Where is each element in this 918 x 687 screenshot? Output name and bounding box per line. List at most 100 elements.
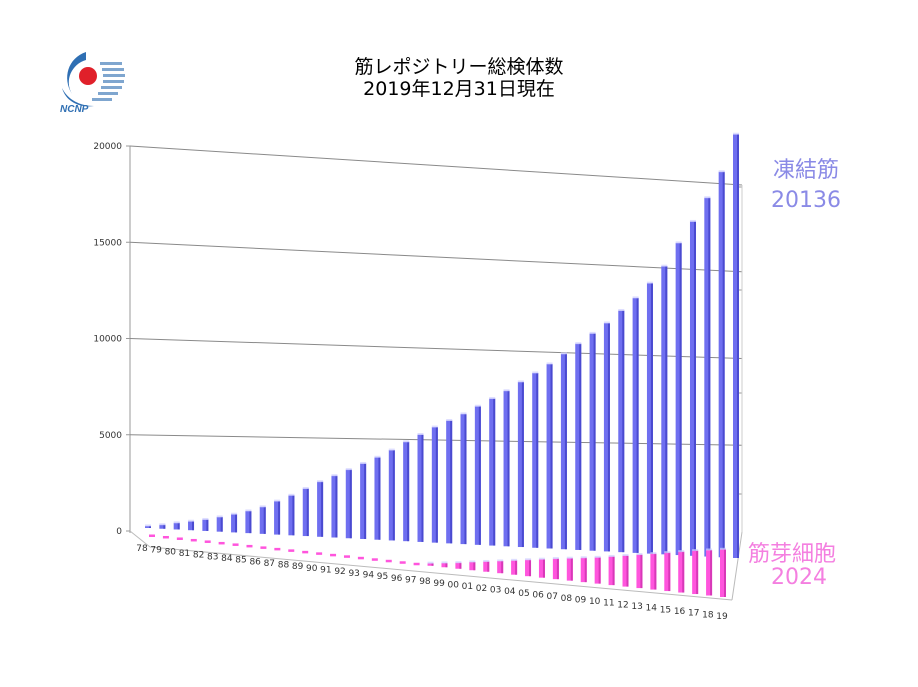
x-tick-label: 96: [391, 574, 403, 584]
bar-face: [259, 506, 266, 534]
bar-top: [374, 455, 381, 458]
ncnp-logo-icon: NCNP: [60, 52, 125, 115]
bar-side: [529, 559, 532, 577]
bar-face: [231, 514, 238, 533]
bar-face: [566, 558, 573, 581]
x-tick-label: 92: [334, 567, 345, 577]
x-tick-label: 88: [278, 561, 290, 571]
series-end-value-frozen-muscle: 20136: [771, 188, 841, 213]
x-tick-label: 10: [589, 597, 601, 607]
bar-top: [603, 321, 610, 324]
bar-face: [622, 555, 629, 587]
bar-side: [220, 516, 223, 532]
bar-side: [724, 549, 726, 597]
bar-face: [511, 560, 518, 575]
bar-83-frozen: [216, 515, 223, 532]
bar-side: [564, 353, 567, 550]
bar-face: [149, 534, 155, 537]
bar-18-frozen: [718, 170, 725, 558]
bar-top: [446, 419, 453, 422]
bar-side: [654, 553, 657, 590]
bar-face: [474, 406, 481, 545]
bar-side: [306, 488, 309, 537]
bar-side: [206, 519, 209, 531]
bar-top: [580, 556, 587, 559]
bar-face: [489, 398, 496, 546]
bar-side: [421, 434, 424, 542]
bar-94-frozen: [374, 455, 381, 540]
bar-94-myoblast: [371, 558, 378, 561]
bar-face: [632, 297, 639, 553]
bar-07-myoblast: [552, 557, 559, 580]
bar-face: [704, 197, 711, 557]
x-tick-label: 93: [348, 569, 359, 579]
bar-face: [560, 353, 567, 550]
bar-face: [302, 488, 309, 537]
bar-face: [274, 547, 281, 551]
bar-face: [427, 563, 434, 566]
bar-face: [345, 469, 352, 539]
bar-top: [331, 474, 338, 477]
bar-top: [259, 505, 266, 508]
bar-side: [478, 406, 481, 545]
bar-side: [584, 557, 587, 583]
bar-19-myoblast: [720, 547, 726, 597]
bar-95-myoblast: [385, 559, 392, 563]
x-tick-label: 17: [688, 609, 699, 619]
bar-face: [608, 556, 615, 586]
bar-12-frozen: [632, 296, 639, 553]
bar-face: [288, 549, 295, 552]
bar-03-myoblast: [497, 559, 504, 574]
bar-top: [360, 461, 367, 464]
bar-side: [515, 560, 518, 575]
bar-88-myoblast: [288, 549, 295, 552]
bar-face: [720, 549, 726, 597]
bar-side: [459, 562, 462, 569]
bar-00-frozen: [460, 412, 467, 545]
bar-side: [682, 551, 685, 593]
bar-side: [593, 333, 596, 551]
y-tick-label: 15000: [93, 238, 122, 248]
bar-face: [678, 551, 685, 593]
bar-top: [517, 380, 524, 383]
bar-82-myoblast: [204, 540, 211, 543]
bar-top: [675, 241, 682, 244]
bar-side: [622, 310, 625, 553]
bar-face: [302, 550, 309, 554]
bar-face: [580, 557, 587, 583]
floor-edge-right: [731, 531, 743, 601]
bar-79-myoblast: [162, 535, 169, 539]
bar-face: [552, 558, 559, 580]
bar-side: [493, 398, 496, 546]
bar-side: [579, 343, 582, 550]
bar-06-frozen: [546, 362, 553, 549]
bar-face: [357, 556, 364, 560]
bar-face: [497, 560, 504, 574]
y-tick-label: 0: [116, 527, 122, 537]
bar-face: [232, 543, 239, 546]
bar-06-myoblast: [538, 557, 545, 578]
x-tick-label: 98: [419, 577, 431, 587]
bar-91-frozen: [331, 474, 338, 538]
bar-97-frozen: [417, 433, 424, 542]
bar-81-myoblast: [190, 538, 197, 542]
bar-92-frozen: [345, 468, 352, 539]
bar-08-frozen: [575, 342, 582, 550]
bar-top: [441, 561, 448, 564]
bar-face: [706, 549, 713, 596]
bar-top: [403, 440, 410, 443]
bar-top: [692, 549, 699, 552]
bar-88-frozen: [288, 493, 295, 536]
bar-side: [392, 450, 395, 541]
bar-87-myoblast: [274, 547, 281, 551]
bar-face: [159, 524, 166, 529]
bar-04-myoblast: [511, 558, 518, 575]
x-tick-label: 13: [631, 602, 642, 612]
bar-98-myoblast: [427, 561, 434, 566]
series-label-myoblast: 筋芽細胞: [747, 542, 836, 567]
bar-02-myoblast: [483, 559, 490, 572]
bar-face: [538, 559, 545, 578]
bar-top: [216, 515, 223, 518]
bar-top: [608, 554, 615, 557]
x-tick-label: 91: [320, 566, 331, 576]
